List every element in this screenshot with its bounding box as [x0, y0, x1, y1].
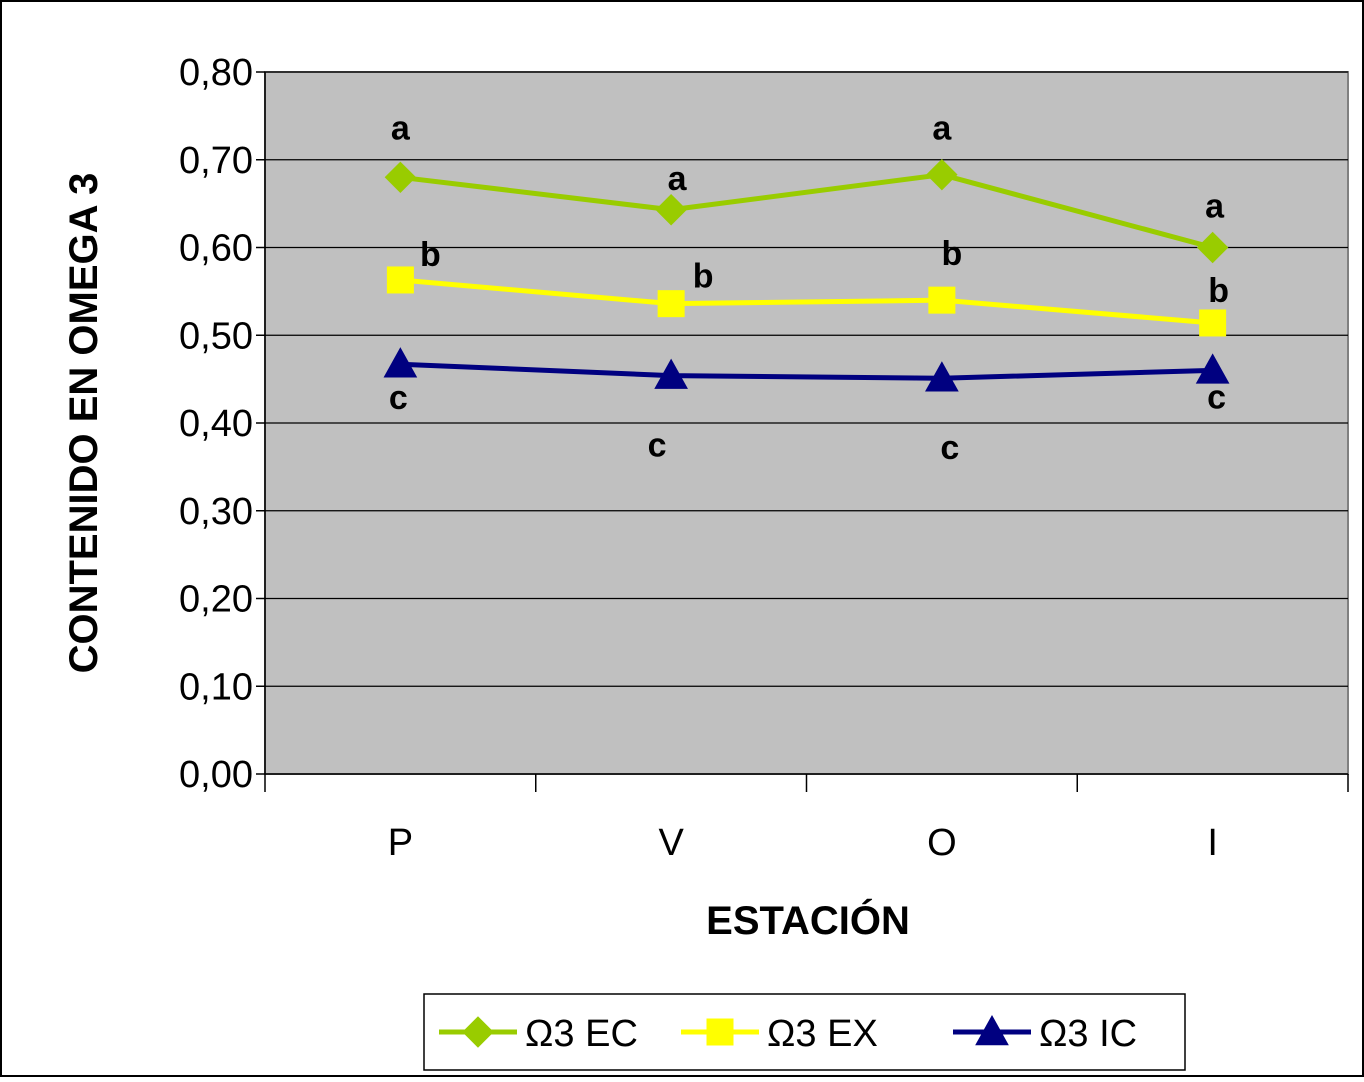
data-point-ec-3 [1196, 231, 1229, 264]
data-point-ex-1 [657, 290, 685, 318]
y-axis-title: CONTENIDO EN OMEGA 3 [62, 173, 106, 674]
x-tick-label-0: P [388, 822, 413, 864]
y-tick-label-3: 0,30 [179, 491, 253, 533]
x-tick-label-2: O [927, 822, 957, 864]
significance-label-ex-2: b [941, 235, 962, 273]
gridlines [265, 71, 1348, 687]
y-tick-label-2: 0,20 [179, 579, 253, 621]
significance-labels: a a a a b b b b c c c c [389, 109, 1229, 467]
series-ic [383, 347, 1230, 392]
data-point-ec-1 [655, 194, 687, 226]
legend-item-ec: Ω3 EC [439, 1013, 638, 1055]
legend: Ω3 EC Ω3 EX Ω3 IC [423, 993, 1186, 1071]
series-line-ex [400, 277, 1213, 326]
data-point-ex-3 [1199, 309, 1227, 337]
series [383, 158, 1230, 392]
legend-item-ex: Ω3 EX [681, 1013, 878, 1055]
y-tick-label-4: 0,40 [179, 403, 253, 445]
data-point-ic-3 [1195, 353, 1230, 384]
data-point-ic-2 [925, 361, 959, 392]
legend-marker-ec [462, 1016, 494, 1048]
significance-label-ec-0: a [391, 109, 411, 147]
significance-label-ic-3: c [1207, 378, 1226, 416]
x-axis-title: ESTACIÓN [706, 897, 910, 943]
significance-label-ec-1: a [668, 160, 688, 198]
legend-label-ex: Ω3 EX [767, 1013, 878, 1055]
series-ex [386, 266, 1227, 337]
series-ec [384, 158, 1229, 264]
significance-label-ex-0: b [420, 236, 441, 274]
legend-label-ec: Ω3 EC [525, 1013, 638, 1055]
data-point-ec-2 [926, 158, 958, 191]
significance-label-ic-2: c [940, 429, 959, 467]
significance-label-ic-0: c [389, 379, 408, 417]
x-tick-label-3: I [1207, 822, 1218, 864]
series-line-ec [400, 172, 1214, 250]
significance-label-ex-3: b [1208, 272, 1229, 310]
y-tick-label-1: 0,10 [179, 666, 253, 708]
legend-marker-ex [706, 1018, 734, 1046]
data-point-ex-0 [386, 266, 414, 294]
y-tick-label-6: 0,60 [179, 228, 253, 270]
y-tick-label-8: 0,80 [179, 52, 253, 94]
significance-label-ic-1: c [648, 427, 667, 465]
significance-label-ec-3: a [1205, 188, 1225, 226]
y-tick-label-0: 0,00 [179, 754, 253, 796]
legend-item-ic: Ω3 IC [953, 1013, 1137, 1055]
x-tick-label-1: V [658, 822, 684, 864]
series-line-ic [400, 361, 1213, 381]
legend-box [423, 993, 1186, 1071]
data-point-ic-0 [383, 347, 418, 378]
data-point-ic-1 [654, 358, 688, 389]
y-tick-label-7: 0,70 [179, 140, 253, 182]
data-point-ex-2 [928, 286, 956, 314]
data-point-ec-0 [384, 161, 417, 194]
significance-label-ex-1: b [693, 258, 714, 296]
legend-marker-ic [975, 1014, 1009, 1046]
legend-label-ic: Ω3 IC [1039, 1013, 1137, 1055]
axes: 0,00 0,10 0,20 0,30 0,40 0,50 0,60 0,70 0,80 P V O I [179, 52, 1349, 864]
significance-label-ec-2: a [932, 110, 952, 148]
y-tick-label-5: 0,50 [179, 315, 253, 357]
